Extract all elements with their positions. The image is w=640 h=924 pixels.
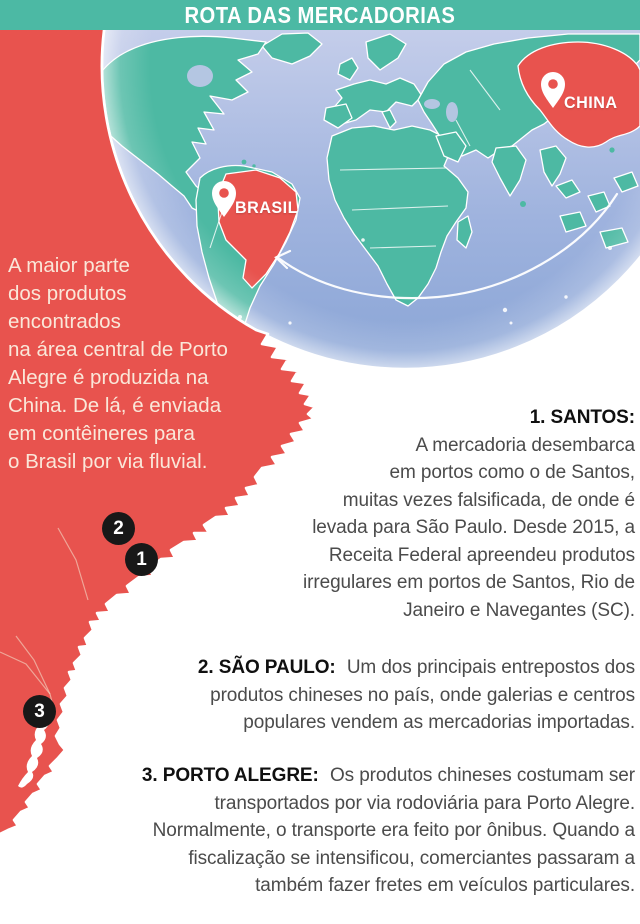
section-porto-alegre: 3. PORTO ALEGRE: Os produtos chineses co… — [53, 762, 635, 900]
title-bar: ROTA DAS MERCADORIAS — [0, 0, 640, 30]
pin-brasil-icon — [212, 181, 236, 217]
lagoon — [18, 716, 49, 788]
section-sao-paulo: 2. SÃO PAULO: Um dos principais entrepos… — [127, 654, 635, 737]
section-porto-alegre-text: Os produtos chineses costumam ser transp… — [152, 765, 635, 896]
red-landmass — [0, 22, 317, 836]
globe-rim-glow — [102, 0, 640, 369]
section-porto-alegre-label: 3. PORTO ALEGRE: — [141, 765, 319, 786]
label-brasil: BRASIL — [235, 198, 298, 217]
page-title: ROTA DAS MERCADORIAS — [184, 2, 456, 28]
state-border — [15, 635, 51, 695]
marker-santos: 1 — [125, 543, 158, 576]
marker-sao-paulo: 2 — [102, 512, 135, 545]
section-santos: 1. SANTOS: A mercadoria desembarca em po… — [165, 404, 635, 624]
state-border — [57, 527, 89, 601]
section-santos-label: 1. SANTOS: — [529, 407, 635, 428]
intro-text: A maior parte dos produtos encontrados n… — [8, 254, 228, 473]
pin-china-icon — [541, 72, 565, 108]
section-santos-text: A mercadoria desembarca em portos como o… — [303, 434, 635, 621]
label-china: CHINA — [564, 93, 618, 112]
section-sao-paulo-text: Um dos principais entrepostos dos produt… — [210, 657, 635, 733]
marker-porto-alegre: 3 — [23, 695, 56, 728]
section-sao-paulo-label: 2. SÃO PAULO: — [197, 657, 336, 678]
